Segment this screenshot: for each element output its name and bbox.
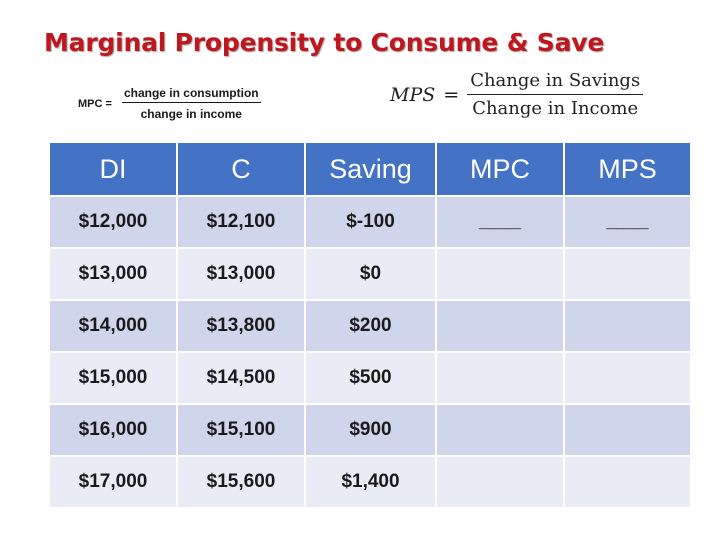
mps-denominator: Change in Income bbox=[472, 98, 639, 119]
cell-saving: $500 bbox=[306, 353, 435, 403]
table-row: $15,000 $14,500 $500 bbox=[50, 353, 690, 403]
cell-mpc bbox=[437, 249, 563, 299]
cell-mpc bbox=[437, 405, 563, 455]
cell-saving: $-100 bbox=[306, 197, 435, 247]
cell-mpc-blank: ____ bbox=[437, 197, 563, 247]
cell-mpc bbox=[437, 301, 563, 351]
mpc-formula: MPC = change in consumption change in in… bbox=[78, 86, 261, 121]
header-mpc: MPC bbox=[437, 143, 563, 195]
cell-c: $13,800 bbox=[178, 301, 304, 351]
cell-saving: $0 bbox=[306, 249, 435, 299]
cell-c: $12,100 bbox=[178, 197, 304, 247]
header-mps: MPS bbox=[565, 143, 690, 195]
cell-c: $15,600 bbox=[178, 457, 304, 507]
cell-saving: $1,400 bbox=[306, 457, 435, 507]
mpc-denominator: change in income bbox=[140, 107, 242, 121]
cell-mps bbox=[565, 301, 690, 351]
slide-title: Marginal Propensity to Consume & Save bbox=[44, 28, 605, 57]
cell-di: $17,000 bbox=[50, 457, 176, 507]
propensity-table: DI C Saving MPC MPS $12,000 $12,100 $-10… bbox=[48, 141, 692, 509]
cell-mpc bbox=[437, 353, 563, 403]
mps-fraction: Change in Savings Change in Income bbox=[467, 70, 644, 119]
cell-di: $12,000 bbox=[50, 197, 176, 247]
mpc-formula-lhs: MPC = bbox=[78, 97, 112, 110]
cell-saving: $900 bbox=[306, 405, 435, 455]
mps-formula: MPS = Change in Savings Change in Income bbox=[390, 70, 644, 119]
mps-numerator: Change in Savings bbox=[467, 70, 644, 95]
mpc-numerator: change in consumption bbox=[121, 86, 261, 103]
mps-formula-equals: = bbox=[443, 83, 460, 106]
mpc-fraction: change in consumption change in income bbox=[121, 86, 261, 121]
cell-c: $15,100 bbox=[178, 405, 304, 455]
cell-c: $13,000 bbox=[178, 249, 304, 299]
cell-mps bbox=[565, 249, 690, 299]
cell-di: $15,000 bbox=[50, 353, 176, 403]
table-row: $12,000 $12,100 $-100 ____ ____ bbox=[50, 197, 690, 247]
cell-mps bbox=[565, 457, 690, 507]
cell-di: $14,000 bbox=[50, 301, 176, 351]
table-row: $17,000 $15,600 $1,400 bbox=[50, 457, 690, 507]
table-row: $16,000 $15,100 $900 bbox=[50, 405, 690, 455]
table-row: $14,000 $13,800 $200 bbox=[50, 301, 690, 351]
cell-c: $14,500 bbox=[178, 353, 304, 403]
header-saving: Saving bbox=[306, 143, 435, 195]
cell-di: $16,000 bbox=[50, 405, 176, 455]
cell-saving: $200 bbox=[306, 301, 435, 351]
table-header-row: DI C Saving MPC MPS bbox=[50, 143, 690, 195]
mps-formula-lhs: MPS bbox=[390, 83, 436, 106]
cell-mps-blank: ____ bbox=[565, 197, 690, 247]
header-c: C bbox=[178, 143, 304, 195]
cell-di: $13,000 bbox=[50, 249, 176, 299]
header-di: DI bbox=[50, 143, 176, 195]
table-row: $13,000 $13,000 $0 bbox=[50, 249, 690, 299]
cell-mps bbox=[565, 353, 690, 403]
cell-mpc bbox=[437, 457, 563, 507]
cell-mps bbox=[565, 405, 690, 455]
